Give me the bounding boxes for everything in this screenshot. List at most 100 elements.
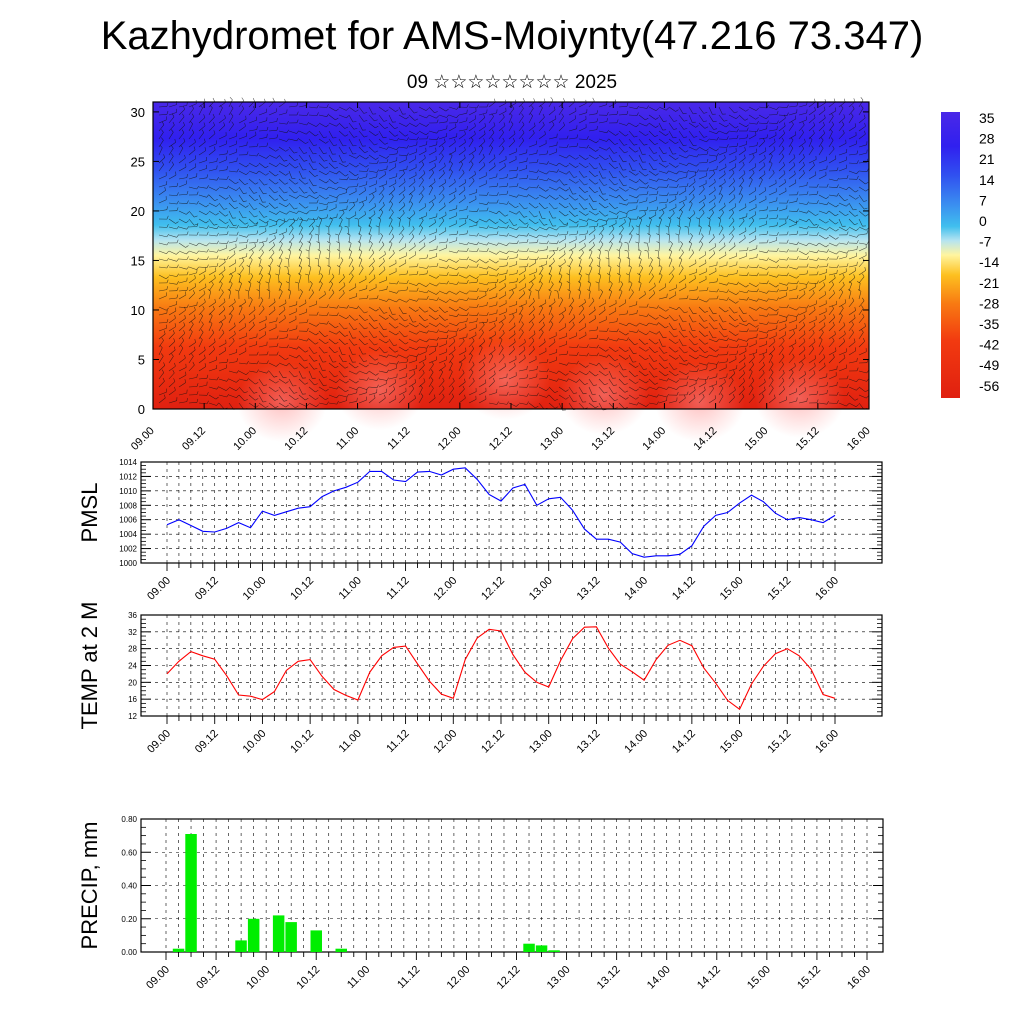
wind-barb [508, 169, 518, 172]
wind-barb [488, 373, 496, 380]
wind-barb [468, 355, 473, 364]
wind-barb-flag [285, 173, 289, 176]
wind-barb-flag [736, 135, 739, 139]
wind-barb-flag [733, 242, 736, 247]
wind-barb [838, 218, 843, 227]
wind-barb [538, 249, 547, 252]
wind-barb [378, 261, 385, 268]
wind-barb-flag [241, 97, 244, 101]
wind-barb [438, 351, 447, 356]
wind-barb [698, 130, 705, 138]
wind-barb [518, 210, 525, 218]
wind-barb-flag [836, 251, 839, 255]
wind-barb-flag [364, 151, 368, 153]
wind-barb-flag [334, 375, 338, 378]
wind-barb [258, 101, 266, 108]
wind-barb [338, 292, 345, 300]
wind-barb-flag [359, 248, 363, 252]
wind-barb [658, 330, 664, 338]
wind-barb-flag [353, 344, 358, 346]
wind-barb [388, 106, 396, 112]
wind-barb-flag [556, 227, 560, 231]
wind-barb [528, 262, 536, 268]
wind-barb-flag [553, 338, 556, 342]
wind-barb-flag [456, 250, 460, 254]
wind-barb [758, 298, 767, 302]
wind-barb-flag [221, 289, 224, 293]
wind-barb-flag [381, 193, 384, 197]
wind-barb [408, 314, 413, 323]
wind-barb-flag [504, 283, 506, 287]
wind-barb [158, 119, 167, 124]
wind-barb [438, 128, 447, 132]
wind-barb [508, 341, 516, 348]
wind-barb [408, 151, 417, 156]
wind-barb-flag [286, 219, 290, 223]
wind-barb [838, 256, 847, 260]
wind-barb-flag [216, 376, 219, 381]
wind-barb [598, 243, 604, 252]
wind-barb [648, 330, 657, 335]
wind-barb-flag [226, 166, 228, 170]
wind-barb-flag [214, 274, 216, 279]
wind-barb-flag [549, 304, 553, 308]
wind-barb-flag [505, 221, 509, 224]
wind-barb-flag [355, 365, 359, 369]
wind-barb [308, 178, 314, 186]
wind-barb [808, 373, 816, 380]
wind-barb [198, 150, 206, 156]
wind-barb-flag [305, 299, 307, 304]
wind-barb [548, 275, 552, 284]
wind-barb-flag [336, 171, 339, 175]
wind-barb [608, 291, 612, 300]
wind-barb [848, 255, 857, 260]
wind-barb [378, 330, 385, 338]
wind-barb [378, 244, 385, 252]
wind-barb-flag [166, 264, 169, 269]
wind-barb [468, 335, 477, 340]
wind-barb-flag [226, 240, 229, 244]
wind-barb-flag [343, 282, 346, 286]
wind-barb-flag [394, 134, 399, 137]
wind-barb [178, 266, 187, 270]
wind-barb-flag [266, 133, 268, 138]
wind-barb [858, 332, 864, 340]
wind-barb [578, 246, 586, 252]
wind-barb-flag [864, 267, 866, 271]
wind-barb [528, 226, 537, 231]
wind-barb [528, 108, 534, 116]
wind-barb [558, 336, 567, 340]
wind-barb [518, 218, 526, 225]
wind-barb-flag [763, 162, 766, 166]
wind-barb-flag [164, 186, 166, 191]
wind-barb [518, 108, 524, 116]
wind-barb-flag [319, 281, 323, 284]
wind-barb [818, 242, 827, 248]
wind-barb [458, 209, 467, 212]
wind-barb-flag [372, 265, 375, 269]
wind-barb [748, 130, 758, 132]
wind-barb-flag [185, 163, 187, 168]
wind-barb-flag [693, 178, 696, 182]
wind-barb [408, 114, 415, 121]
wind-barb [358, 346, 363, 355]
wind-barb [668, 122, 674, 130]
wind-barb [298, 282, 300, 292]
wind-barb-flag [526, 365, 528, 370]
wind-barb-flag [841, 305, 844, 309]
wind-barb [858, 202, 865, 210]
wind-barb-flag [524, 222, 529, 225]
wind-barb-flag [326, 205, 328, 210]
wind-barb-flag [273, 375, 278, 378]
wind-barb [198, 168, 207, 172]
wind-barb-flag [724, 202, 726, 207]
wind-barb [828, 202, 837, 208]
wind-barb-flag [816, 224, 819, 229]
wind-barb-flag [796, 280, 799, 284]
wind-barb [578, 308, 585, 316]
wind-barb-flag [764, 187, 766, 191]
wind-barb [578, 378, 585, 385]
wind-barb-flag [812, 289, 815, 294]
wind-barb-flag [656, 331, 659, 335]
wind-barb-flag [293, 218, 296, 222]
